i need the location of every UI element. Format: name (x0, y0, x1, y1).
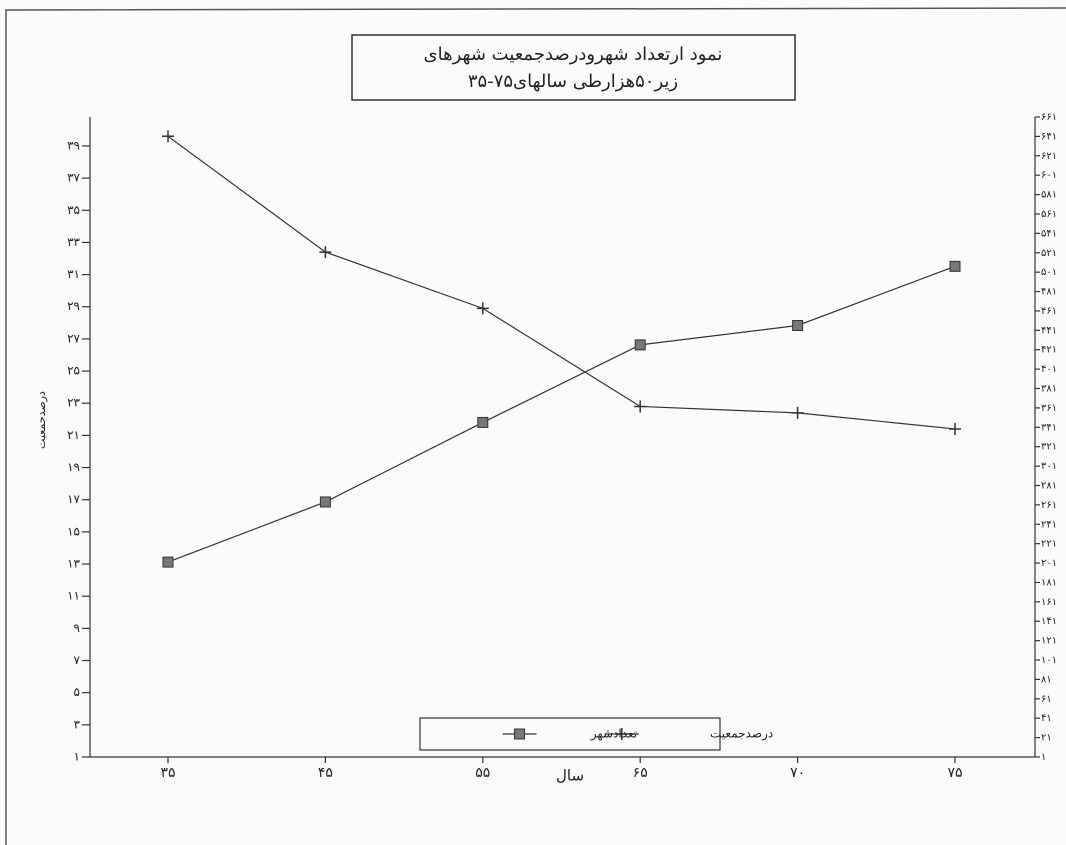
x-tick-label: ۵۵ (475, 765, 490, 781)
x-tick-label: ۳۵ (160, 765, 175, 781)
y2-tick-label: ۱۶۱ (1041, 597, 1057, 608)
y-tick-label: ۳ (74, 717, 81, 731)
y-tick-label: ۲۷ (67, 331, 80, 345)
y2-tick-label: ۳۸۱ (1041, 384, 1057, 395)
y2-tick-label: ۸۱ (1041, 674, 1052, 685)
y-tick-label: ۱۵ (67, 524, 80, 538)
marker (634, 339, 646, 351)
y2-tick-label: ۴۰۱ (1041, 364, 1057, 375)
marker (319, 246, 332, 259)
y2-tick-label: ۳۲۱ (1041, 442, 1057, 453)
y-tick-label: ۱۳ (67, 557, 80, 571)
y2-tick-label: ۳۰۱ (1041, 461, 1057, 472)
y-tick-label: ۲۹ (67, 299, 80, 313)
y2-tick-label: ۲۱ (1041, 733, 1052, 744)
y-tick-label: ۱۷ (67, 492, 80, 506)
y2-tick-label: ۵۰۱ (1041, 267, 1057, 278)
marker (949, 422, 961, 435)
y2-tick-label: ۱۰۱ (1041, 655, 1057, 666)
y-tick-label: ۲۵ (67, 364, 80, 378)
y2-tick-label: ۶۰۱ (1041, 170, 1057, 181)
y2-tick-label: ۳۶۱ (1041, 403, 1057, 414)
y-tick-label: ۳۱ (67, 267, 80, 281)
chart-title: زیر۵۰هزارطی سالهای۷۵-۳۵ (468, 71, 678, 92)
legend-label: درصدجمعیت (710, 727, 773, 742)
y-tick-label: ۳۷ (67, 171, 80, 185)
x-axis-label: سال (556, 767, 584, 785)
y2-tick-label: ۴۸۱ (1041, 287, 1057, 298)
y-tick-label: ۱۹ (67, 460, 80, 474)
y2-tick-label: ۶۲۱ (1041, 151, 1057, 162)
marker (791, 406, 804, 419)
series-line (167, 135, 956, 430)
x-tick-label: ۴۵ (318, 765, 333, 781)
y2-tick-label: ۱۴۱ (1041, 616, 1057, 627)
marker (949, 260, 961, 272)
series-line (167, 265, 956, 563)
marker (477, 416, 489, 428)
y2-tick-label: ۱ (1041, 752, 1046, 763)
x-tick-label: ۶۵ (633, 765, 648, 781)
y2-tick-label: ۲۸۱ (1041, 480, 1057, 491)
marker (319, 496, 331, 508)
y2-tick-label: ۵۸۱ (1041, 190, 1057, 201)
y-tick-label: ۱۱ (67, 589, 80, 603)
y2-tick-label: ۴۲۱ (1041, 345, 1057, 356)
y2-tick-label: ۵۴۱ (1041, 228, 1057, 239)
y-tick-label: ۵ (74, 685, 80, 699)
y2-tick-label: ۳۴۱ (1041, 422, 1057, 433)
marker (162, 556, 174, 568)
y2-tick-label: ۱۲۱ (1041, 636, 1057, 647)
y2-tick-label: ۶۱ (1041, 694, 1052, 705)
y2-tick-label: ۵۲۱ (1041, 248, 1057, 259)
legend-box (419, 717, 721, 751)
y-tick-label: ۹ (74, 621, 80, 635)
y2-tick-label: ۵۶۱ (1041, 209, 1057, 220)
y2-tick-label: ۴۱ (1041, 713, 1052, 724)
x-tick-label: ۷۵ (947, 765, 962, 781)
y-tick-label: ۳۵ (67, 203, 80, 217)
legend-swatch (615, 728, 628, 740)
y-tick-label: ۳۹ (67, 138, 80, 152)
y-tick-label: ۲۱ (67, 428, 80, 442)
chart-title: نمود ارتعداد شهرودرصدجمعیت شهرهای (424, 44, 723, 65)
y-tick-label: ۷ (74, 653, 81, 667)
y2-tick-label: ۴۶۱ (1041, 306, 1057, 317)
y2-tick-label: ۲۰۱ (1041, 558, 1057, 569)
y2-tick-label: ۱۸۱ (1041, 577, 1057, 588)
y-axis-label: درصدجمعیت (35, 391, 48, 449)
legend-label: تعدادشهر (590, 727, 637, 742)
marker (476, 302, 489, 315)
marker (634, 400, 647, 413)
y-tick-label: ۲۳ (67, 396, 80, 410)
y-tick-label: ۳۳ (67, 235, 80, 249)
y2-tick-label: ۶۶۱ (1041, 112, 1057, 123)
y-tick-label: ۱ (74, 750, 80, 764)
marker (792, 319, 804, 331)
y2-tick-label: ۲۴۱ (1041, 519, 1057, 530)
x-tick-label: ۷۰ (790, 765, 805, 781)
frame (5, 7, 1066, 845)
title-box (351, 34, 796, 101)
y2-tick-label: ۶۴۱ (1041, 131, 1057, 142)
legend-swatch (514, 728, 525, 740)
y2-tick-label: ۴۴۱ (1041, 325, 1057, 336)
marker (162, 130, 174, 143)
y2-tick-label: ۲۲۱ (1041, 539, 1057, 550)
y2-tick-label: ۲۶۱ (1041, 500, 1057, 511)
